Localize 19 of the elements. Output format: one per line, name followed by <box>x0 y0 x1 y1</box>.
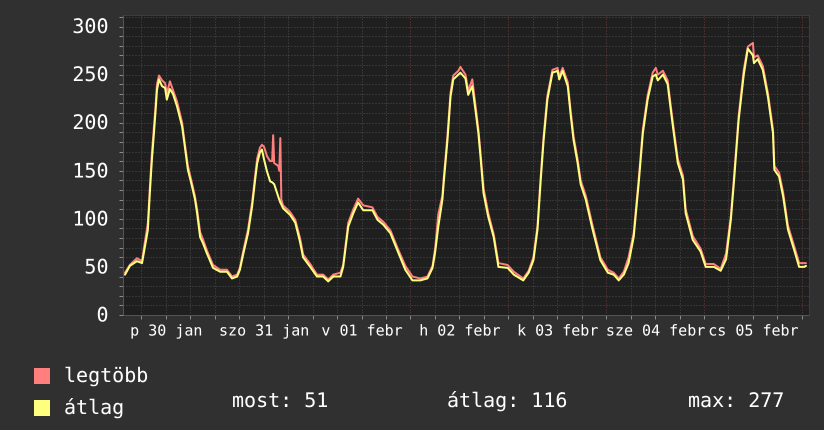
x-tick-label: k 03 febr <box>517 322 598 340</box>
x-tick-label: p 30 jan <box>130 322 202 340</box>
y-tick-label: 100 <box>72 206 108 230</box>
x-tick-label: h 02 febr <box>419 322 501 340</box>
legend-label: legtöbb <box>64 363 148 387</box>
text: átlag: 116 <box>447 388 568 412</box>
x-tick-label: v 01 febr <box>321 322 403 340</box>
y-tick-label: 200 <box>72 110 108 134</box>
x-tick-label: szo 31 jan <box>219 322 310 340</box>
y-tick-label: 50 <box>84 254 108 278</box>
text: most: 51 <box>232 388 328 412</box>
x-tick-label: cs 05 febr <box>708 322 799 340</box>
y-tick-label: 0 <box>96 302 108 326</box>
text: max: 277 <box>688 388 784 412</box>
y-tick-label: 150 <box>72 158 108 182</box>
x-tick-label: sze 04 febr <box>606 322 706 340</box>
legend-label: átlag <box>64 395 124 419</box>
y-tick-label: 300 <box>72 14 108 38</box>
y-tick-label: 250 <box>72 62 108 86</box>
